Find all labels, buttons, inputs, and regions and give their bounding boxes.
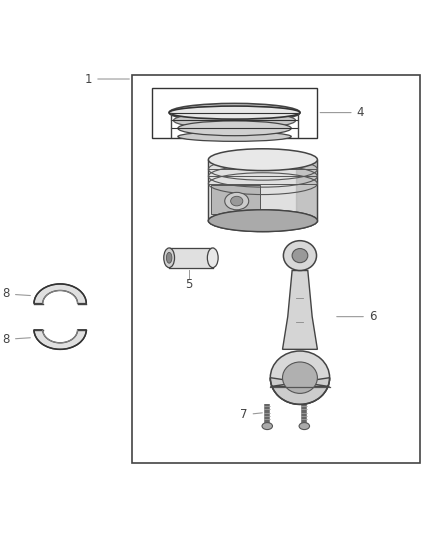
Polygon shape	[270, 378, 330, 405]
Ellipse shape	[231, 196, 243, 206]
Ellipse shape	[169, 103, 300, 122]
Text: 4: 4	[320, 106, 364, 119]
Ellipse shape	[164, 248, 175, 268]
Text: 7: 7	[240, 408, 262, 421]
Ellipse shape	[283, 241, 317, 271]
Ellipse shape	[299, 423, 310, 430]
Text: 1: 1	[85, 72, 129, 85]
Ellipse shape	[178, 132, 291, 141]
Text: 5: 5	[185, 278, 192, 292]
Polygon shape	[34, 330, 86, 349]
Text: 6: 6	[337, 310, 376, 323]
Text: 8: 8	[3, 287, 30, 301]
Polygon shape	[34, 284, 86, 304]
Ellipse shape	[270, 351, 330, 405]
Ellipse shape	[208, 149, 318, 171]
Ellipse shape	[262, 423, 272, 430]
Ellipse shape	[173, 112, 296, 128]
Ellipse shape	[283, 362, 318, 393]
Ellipse shape	[166, 253, 172, 263]
Ellipse shape	[178, 121, 291, 136]
Ellipse shape	[225, 192, 249, 210]
Bar	[152, 88, 318, 138]
Ellipse shape	[292, 248, 308, 263]
Ellipse shape	[208, 210, 318, 232]
Ellipse shape	[208, 210, 318, 232]
FancyBboxPatch shape	[211, 185, 260, 214]
Polygon shape	[283, 271, 318, 349]
Ellipse shape	[169, 106, 300, 119]
Bar	[132, 75, 420, 463]
Ellipse shape	[207, 248, 218, 268]
Text: 8: 8	[3, 333, 30, 346]
